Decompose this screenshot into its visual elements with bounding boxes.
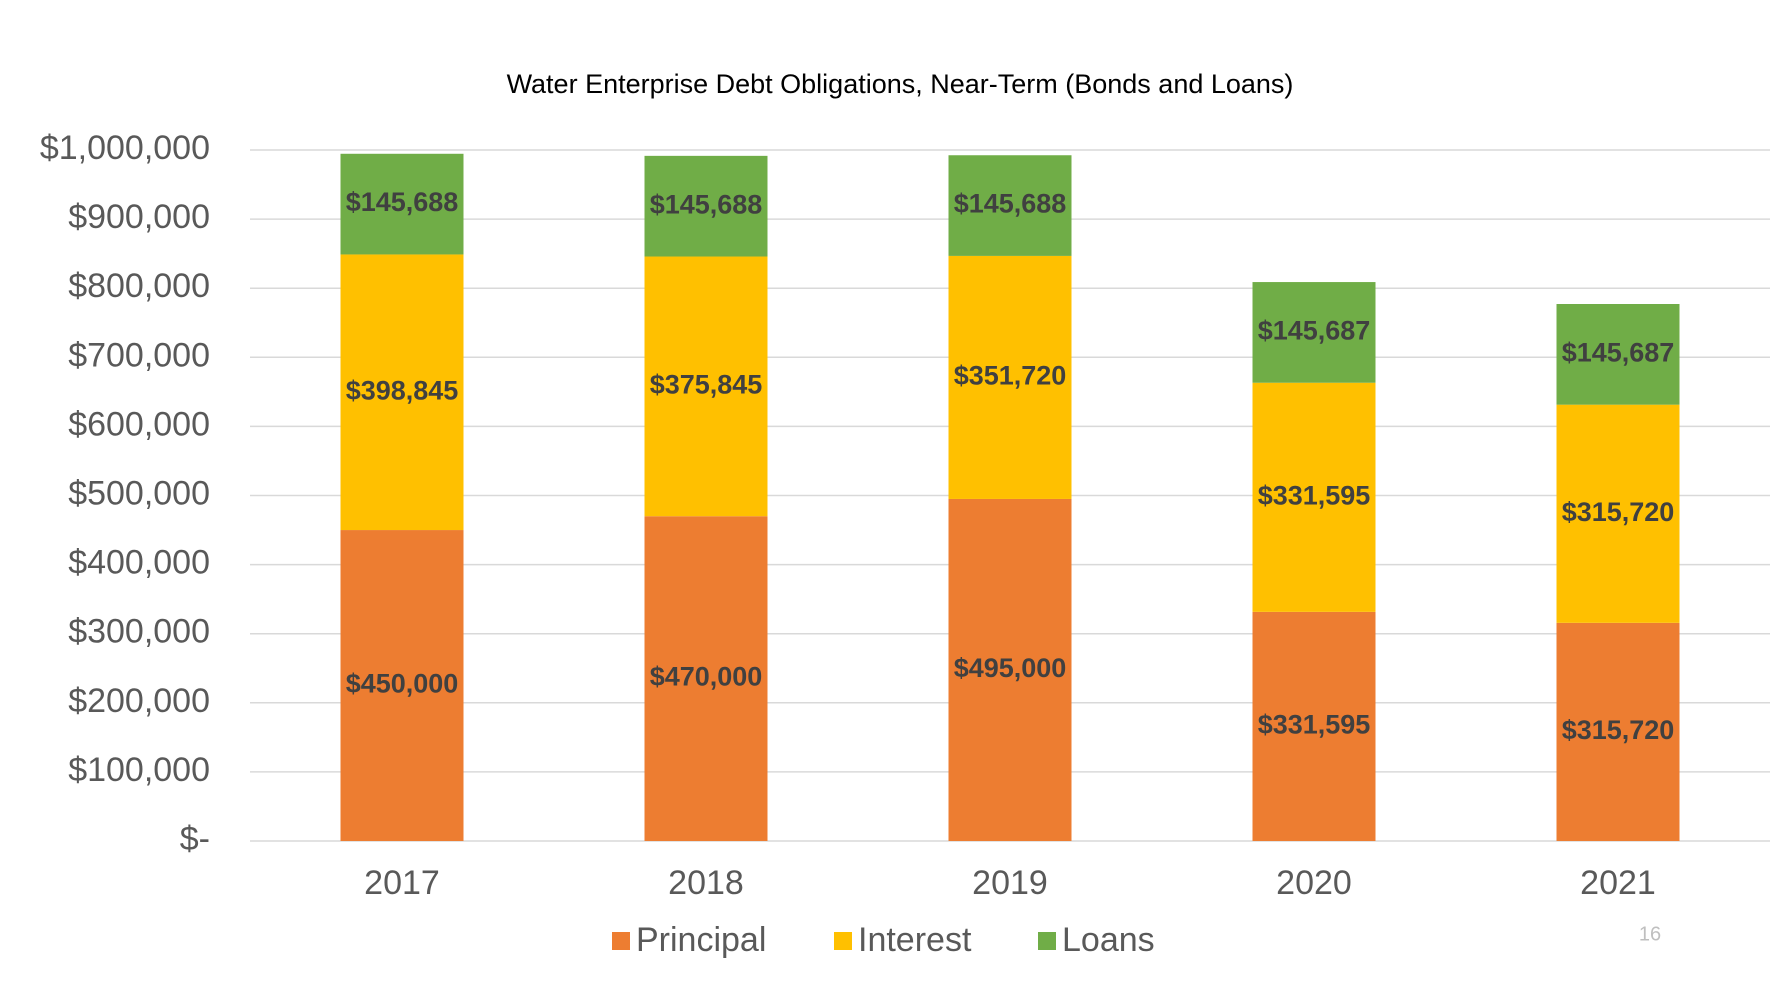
x-tick-label: 2018	[668, 864, 744, 902]
y-tick-label: $500,000	[68, 474, 210, 512]
y-tick-label: $100,000	[68, 751, 210, 789]
bar-segment	[948, 155, 1072, 256]
y-tick-label: $900,000	[68, 198, 210, 236]
data-label: $375,845	[650, 370, 763, 400]
bar-segment	[340, 153, 464, 255]
bar-segment	[1556, 622, 1680, 841]
y-tick-label: $600,000	[68, 405, 210, 443]
data-label: $495,000	[954, 653, 1067, 683]
legend-label: Loans	[1062, 921, 1155, 959]
x-tick-label: 2021	[1580, 864, 1656, 902]
data-label: $470,000	[650, 662, 763, 692]
bar-segment	[1556, 304, 1680, 405]
x-tick-label: 2019	[972, 864, 1048, 902]
bar-segment	[1252, 382, 1376, 612]
y-tick-label: $-	[180, 820, 210, 858]
data-label: $315,720	[1562, 497, 1675, 527]
data-label: $145,688	[954, 189, 1067, 219]
data-label: $331,595	[1258, 710, 1371, 740]
x-tick-label: 2017	[364, 864, 440, 902]
x-tick-label: 2020	[1276, 864, 1352, 902]
bar-segment	[644, 516, 768, 841]
y-tick-label: $700,000	[68, 336, 210, 374]
bar-segment	[948, 255, 1072, 499]
y-tick-label: $300,000	[68, 613, 210, 651]
data-label: $398,845	[346, 375, 459, 405]
legend-label: Interest	[858, 921, 972, 959]
page-number: 16	[1639, 923, 1661, 945]
bar-segment	[644, 155, 768, 257]
bar-segment	[1252, 282, 1376, 383]
bar-segment	[1556, 404, 1680, 623]
legend-label: Principal	[636, 921, 766, 959]
legend-swatch	[612, 932, 630, 950]
data-label: $145,687	[1562, 337, 1675, 367]
bar-segment	[340, 530, 464, 841]
chart-title: Water Enterprise Debt Obligations, Near-…	[507, 69, 1294, 99]
bar-segment	[644, 256, 768, 517]
data-label: $450,000	[346, 669, 459, 699]
data-label: $331,595	[1258, 480, 1371, 510]
data-label: $351,720	[954, 361, 1067, 391]
data-label: $145,688	[650, 189, 763, 219]
data-label: $145,687	[1258, 316, 1371, 346]
data-label: $145,688	[346, 187, 459, 217]
data-label: $315,720	[1562, 715, 1675, 745]
y-tick-label: $400,000	[68, 544, 210, 582]
bar-segment	[340, 254, 464, 531]
legend-swatch	[1038, 932, 1056, 950]
legend-swatch	[834, 932, 852, 950]
y-tick-label: $200,000	[68, 682, 210, 720]
y-tick-label: $800,000	[68, 267, 210, 305]
y-tick-label: $1,000,000	[40, 129, 210, 167]
bar-segment	[948, 498, 1072, 841]
bar-segment	[1252, 611, 1376, 841]
